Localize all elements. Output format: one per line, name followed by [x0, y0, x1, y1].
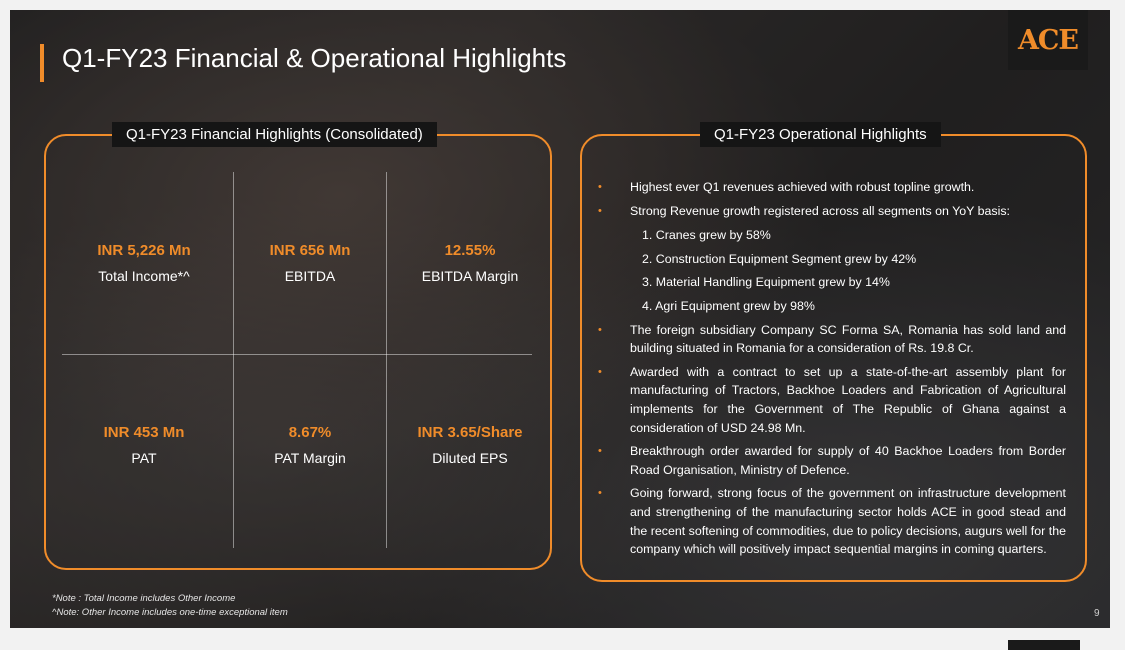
metric-pat-margin: 8.67% PAT Margin [230, 424, 390, 466]
grid-divider-vertical-2 [386, 172, 387, 548]
slide: Q1-FY23 Financial & Operational Highligh… [10, 10, 1110, 628]
list-item-text: Strong Revenue growth registered across … [630, 203, 1010, 218]
financial-panel-label: Q1-FY23 Financial Highlights (Consolidat… [112, 122, 437, 147]
bullet-icon: • [598, 204, 602, 217]
metric-diluted-eps: INR 3.65/Share Diluted EPS [390, 424, 550, 466]
ace-logo: ACE [1008, 10, 1088, 70]
bullet-icon: • [598, 445, 602, 458]
operational-highlights-panel: Q1-FY23 Operational Highlights • Highest… [580, 122, 1087, 582]
metric-value: INR 5,226 Mn [97, 242, 191, 259]
logo-text: ACE [1017, 24, 1079, 56]
metric-label: PAT Margin [274, 450, 346, 466]
footnote: ^Note: Other Income includes one-time ex… [52, 607, 288, 618]
list-item: • Going forward, strong focus of the gov… [598, 484, 1066, 558]
operational-panel-label: Q1-FY23 Operational Highlights [700, 122, 941, 147]
operational-list: • Highest ever Q1 revenues achieved with… [598, 178, 1066, 564]
metric-ebitda-margin: 12.55% EBITDA Margin [390, 242, 550, 284]
footnote: *Note : Total Income includes Other Inco… [52, 593, 236, 604]
list-item-text: Going forward, strong focus of the gover… [630, 486, 1066, 557]
metric-label: EBITDA [284, 268, 336, 284]
metric-label: Diluted EPS [432, 450, 508, 466]
bullet-icon: • [598, 323, 602, 336]
list-item-text: Awarded with a contract to set up a stat… [630, 364, 1066, 435]
list-item: • The foreign subsidiary Company SC Form… [598, 321, 1066, 358]
next-slide-edge [1008, 640, 1080, 650]
segment-item: 2. Construction Equipment Segment grew b… [642, 251, 917, 266]
segment-item: 3. Material Handling Equipment grew by 1… [642, 275, 890, 290]
bullet-icon: • [598, 181, 602, 193]
footnotes: *Note : Total Income includes Other Inco… [52, 592, 288, 620]
metric-label: Total Income*^ [98, 268, 190, 284]
metric-value: INR 453 Mn [103, 424, 185, 441]
metric-value: INR 656 Mn [269, 242, 351, 259]
segment-item: 4. Agri Equipment grew by 98% [642, 298, 815, 313]
segment-item: 1. Cranes grew by 58% [642, 228, 771, 243]
list-item-text: Breakthrough order awarded for supply of… [630, 444, 1066, 477]
metric-pat: INR 453 Mn PAT [64, 424, 224, 466]
list-item: • Strong Revenue growth registered acros… [598, 202, 1066, 316]
financial-highlights-panel: Q1-FY23 Financial Highlights (Consolidat… [44, 122, 552, 570]
page-number: 9 [1094, 608, 1100, 619]
metric-label: EBITDA Margin [421, 268, 519, 284]
metric-value: 8.67% [288, 424, 332, 441]
list-item: • Awarded with a contract to set up a st… [598, 363, 1066, 437]
list-item-text: Highest ever Q1 revenues achieved with r… [630, 180, 975, 194]
grid-divider-vertical-1 [233, 172, 234, 548]
metric-ebitda: INR 656 Mn EBITDA [230, 242, 390, 284]
title-accent-bar [40, 44, 44, 82]
metric-total-income: INR 5,226 Mn Total Income*^ [64, 242, 224, 284]
metric-value: 12.55% [444, 242, 496, 259]
list-item: • Highest ever Q1 revenues achieved with… [598, 178, 1066, 197]
bullet-icon: • [598, 365, 602, 378]
segment-growth-list: 1. Cranes grew by 58% 2. Construction Eq… [630, 226, 1066, 315]
grid-divider-horizontal [62, 354, 532, 355]
list-item-text: The foreign subsidiary Company SC Forma … [630, 322, 1066, 356]
metric-value: INR 3.65/Share [417, 424, 523, 441]
list-item: • Breakthrough order awarded for supply … [598, 442, 1066, 479]
metric-label: PAT [131, 450, 157, 466]
slide-title: Q1-FY23 Financial & Operational Highligh… [62, 43, 567, 73]
bullet-icon: • [598, 487, 602, 500]
